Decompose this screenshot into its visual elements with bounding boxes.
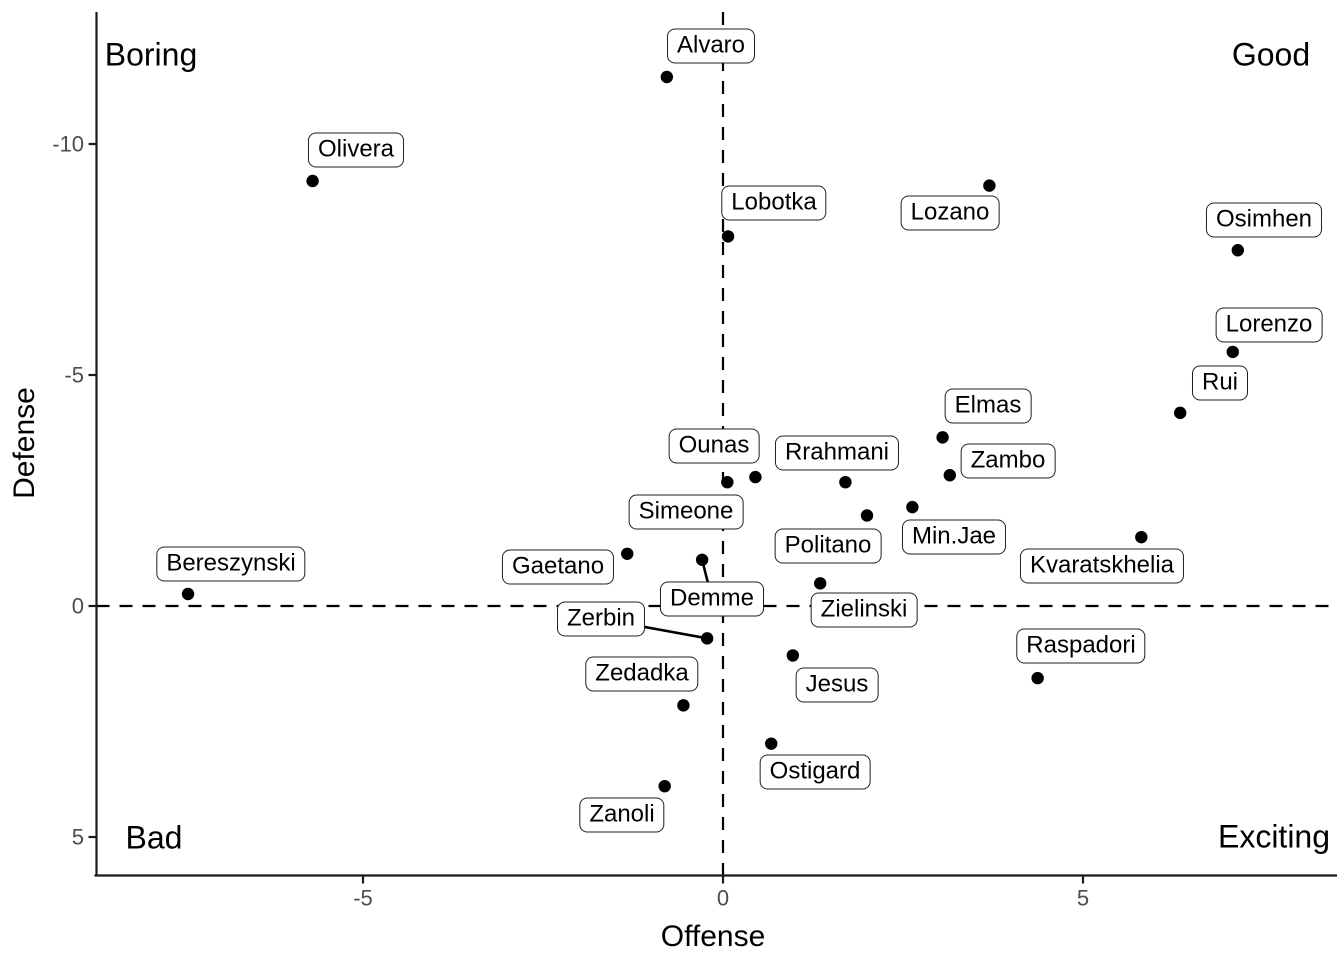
data-point [721, 230, 735, 243]
x-tick-label: 5 [1077, 886, 1089, 911]
y-axis-title: Defense [8, 387, 41, 499]
data-point [660, 70, 674, 84]
data-point [1174, 406, 1187, 420]
label-leader-line [600, 617, 708, 640]
x-tick-label: 0 [717, 886, 729, 911]
quadrant-label-top-right: Good [1231, 36, 1311, 73]
data-point [658, 779, 671, 793]
leader-lines [600, 559, 714, 640]
quadrant-label-top-left: Boring [104, 36, 198, 73]
data-point [860, 509, 874, 522]
data-point [983, 179, 996, 192]
reference-lines [96, 12, 1330, 876]
axes [88, 12, 1337, 884]
data-point [1031, 671, 1044, 685]
data-point [1231, 244, 1245, 257]
data-point [786, 649, 800, 662]
data-point [700, 632, 714, 645]
data-point [1226, 345, 1239, 359]
data-point [765, 737, 778, 750]
y-tick-label: 5 [72, 825, 84, 850]
y-tick-label: -10 [52, 132, 84, 157]
data-point [1135, 530, 1148, 544]
data-point [721, 475, 734, 489]
data-point [306, 174, 319, 188]
data-point [906, 500, 919, 514]
data-point [814, 577, 827, 590]
quadrant-label-bottom-left: Bad [125, 819, 183, 856]
data-point [677, 699, 690, 712]
data-point [936, 431, 949, 444]
data-point [749, 470, 762, 484]
data-point [621, 547, 634, 560]
data-points [181, 70, 1245, 793]
x-axis-title: Offense [660, 920, 766, 953]
y-tick-label: 0 [72, 594, 84, 619]
data-point [943, 469, 956, 482]
quadrant-label-bottom-right: Exciting [1217, 818, 1331, 855]
data-point [695, 553, 709, 566]
data-point [839, 475, 852, 489]
tick-labels: -5 0 5 -10 -5 0 5 [52, 132, 1089, 911]
y-tick-label: -5 [64, 363, 84, 388]
x-tick-label: -5 [353, 886, 373, 911]
data-point [181, 587, 195, 601]
